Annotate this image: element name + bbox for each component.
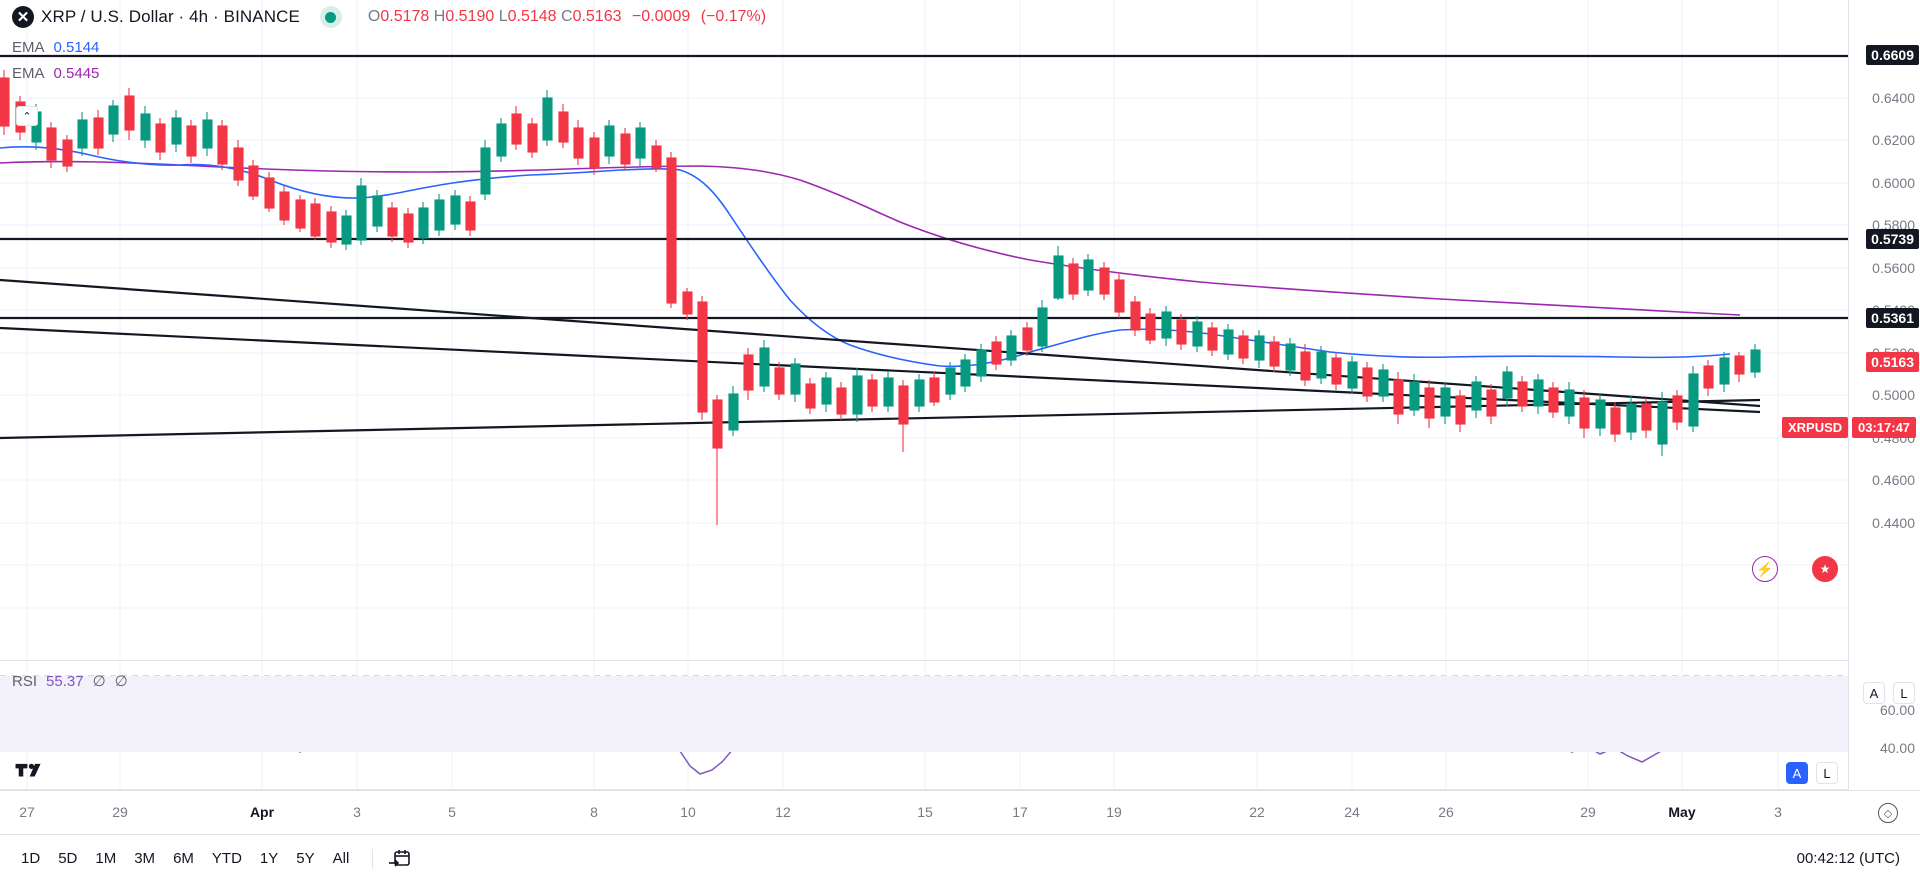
vertical-gridlines	[26, 0, 1779, 660]
reset-chart-icon[interactable]: ◇	[1878, 803, 1898, 823]
upper-descending-resistance	[0, 278, 1761, 408]
time-tick-2: 29	[112, 804, 128, 820]
ema-fast-line	[0, 146, 1731, 368]
time-tick-9: 15	[917, 804, 933, 820]
ema-slow-line	[0, 160, 1741, 316]
range-button-3m[interactable]: 3M	[134, 850, 156, 867]
rsi-tick-60: 60.00	[1879, 702, 1915, 718]
rsi-legend-name: RSI	[12, 672, 38, 690]
rsi-scale-buttons: A L	[1786, 762, 1838, 784]
time-tick-15: 29	[1580, 804, 1596, 820]
rsi-log-scale-button[interactable]: L	[1816, 762, 1838, 784]
range-button-6m[interactable]: 6M	[173, 850, 194, 867]
rsi-auto-scale-button[interactable]: A	[1786, 762, 1808, 784]
horizontal-levels	[0, 54, 1848, 320]
rsi-tick-40: 40.00	[1879, 740, 1915, 756]
time-tick-7: 10	[680, 804, 696, 820]
last-price-tick: 0.5163	[1866, 352, 1919, 372]
time-tick-17: 3	[1774, 804, 1782, 820]
price-auto-scale-button[interactable]: A	[1863, 682, 1885, 704]
rsi-band-fill	[0, 676, 1848, 752]
range-button-1m[interactable]: 1M	[95, 850, 117, 867]
time-tick-1: 27	[19, 804, 35, 820]
time-tick-4: 3	[353, 804, 361, 820]
price-log-scale-button[interactable]: L	[1893, 682, 1915, 704]
rsi-legend[interactable]: RSI 55.37 ∅ ∅	[0, 668, 128, 694]
time-tick-5: 5	[448, 804, 456, 820]
time-scale[interactable]: 27 29 Apr 3 5 8 10 12 15 17 19 22 24 26 …	[0, 790, 1920, 835]
range-button-all[interactable]: All	[332, 850, 350, 867]
range-button-1y[interactable]: 1Y	[259, 850, 279, 867]
price-tick-4: 0.6000	[1872, 175, 1915, 191]
toolbar-divider	[372, 848, 374, 869]
us-flag-icon[interactable]: ★	[1812, 556, 1838, 582]
horizontal-gridlines	[0, 97, 1848, 609]
rsi-pane[interactable]: A L RSI 55.37 ∅ ∅	[0, 662, 1848, 790]
time-tick-10: 17	[1012, 804, 1028, 820]
bottom-toolbar: 1D 5D 1M 3M 6M YTD 1Y 5Y All 00:42:12 (U…	[0, 834, 1920, 882]
last-price-countdown-badge: 03:17:47	[1852, 417, 1917, 438]
candlestick-series	[0, 70, 1761, 525]
price-tick-highlight-2: 0.5739	[1866, 229, 1919, 249]
price-tick-11: 0.4600	[1872, 472, 1915, 488]
pane-separator[interactable]	[0, 660, 1848, 661]
last-price-symbol-badge: XRPUSD	[1782, 417, 1849, 438]
price-tick-highlight-3: 0.5361	[1866, 308, 1919, 328]
chevron-up-icon[interactable]: ⌃	[16, 106, 38, 126]
ascending-support	[0, 398, 1761, 440]
rsi-legend-value: 55.37	[46, 672, 84, 690]
time-tick-11: 19	[1106, 804, 1122, 820]
range-button-5d[interactable]: 5D	[58, 850, 78, 867]
tradingview-logo[interactable]	[14, 762, 48, 782]
time-tick-8: 12	[775, 804, 791, 820]
time-tick-3: Apr	[249, 804, 275, 820]
time-tick-16: May	[1668, 804, 1696, 820]
time-tick-14: 26	[1438, 804, 1454, 820]
rsi-pane-bottom-separator	[0, 789, 1848, 790]
go-to-date-icon[interactable]	[389, 849, 411, 869]
price-tick-highlight-1: 0.6609	[1866, 45, 1919, 65]
time-tick-13: 24	[1344, 804, 1360, 820]
time-tick-6: 8	[590, 804, 598, 820]
range-button-1d[interactable]: 1D	[21, 850, 41, 867]
price-scale-buttons: A L	[1863, 596, 1915, 790]
time-range-buttons: 1D 5D 1M 3M 6M YTD 1Y 5Y All	[0, 846, 411, 871]
chart-overlay-icons: ⚡ ★	[1752, 556, 1838, 582]
range-button-5y[interactable]: 5Y	[296, 850, 315, 867]
trendlines	[0, 278, 1761, 440]
price-tick-2: 0.6400	[1872, 90, 1915, 106]
time-tick-12: 22	[1249, 804, 1265, 820]
price-scale[interactable]: USD ⌄ 0.6609 0.6400 0.6200 0.6000 0.5800…	[1848, 0, 1920, 790]
price-chart-svg	[0, 0, 1848, 660]
price-tick-3: 0.6200	[1872, 132, 1915, 148]
utc-clock: 00:42:12 (UTC)	[1796, 850, 1900, 867]
rsi-legend-param-1: ∅	[92, 673, 106, 690]
range-button-ytd[interactable]: YTD	[211, 850, 242, 867]
alerts-icon[interactable]: ⚡	[1752, 556, 1778, 582]
lower-descending-resistance	[0, 326, 1761, 414]
price-tick-6: 0.5600	[1872, 260, 1915, 276]
price-chart-pane[interactable]: ⚡ ★	[0, 0, 1848, 660]
rsi-legend-param-2: ∅	[114, 673, 128, 690]
price-tick-9: 0.5000	[1872, 387, 1915, 403]
price-tick-12: 0.4400	[1872, 515, 1915, 531]
